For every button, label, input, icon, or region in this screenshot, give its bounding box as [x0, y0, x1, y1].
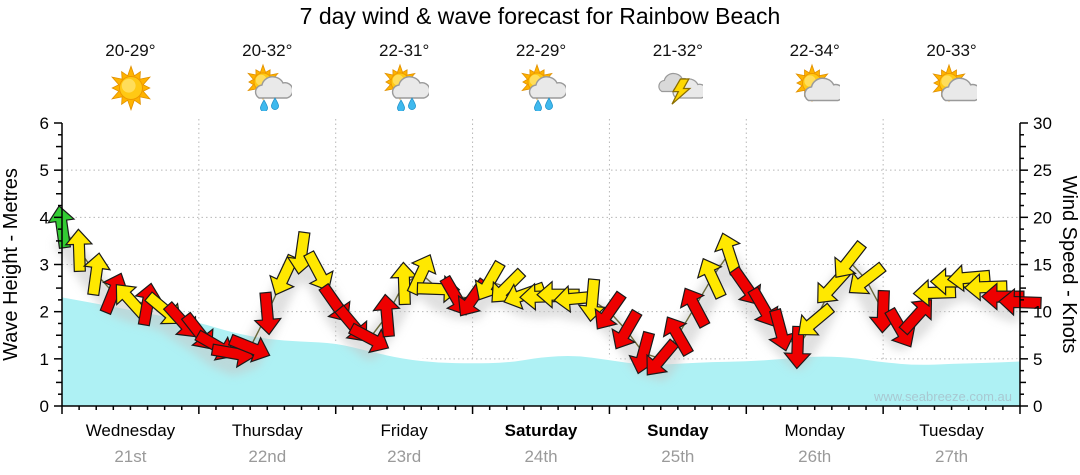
wind-arrow [747, 286, 779, 327]
wind-line-shadow [53, 231, 1024, 381]
storm-icon [658, 72, 703, 105]
day-forecast-wednesday: 20-29° [68, 41, 192, 111]
svg-text:2: 2 [40, 303, 49, 322]
day-forecast-monday: 22-34° [753, 41, 877, 111]
svg-text:20: 20 [1033, 208, 1052, 227]
day-forecast-sunday: 21-32° [616, 41, 740, 111]
sun-cloud-rain-icon [384, 63, 430, 111]
wind-arrow [898, 299, 933, 336]
wind-arrow [679, 287, 711, 329]
page-title: 7 day wind & wave forecast for Rainbow B… [299, 3, 781, 29]
day-label: Tuesday [919, 421, 984, 440]
date-label: 27th [935, 447, 968, 466]
temp-range: 22-34° [789, 41, 840, 60]
x-axis-day-labels: Wednesday 21st Thursday 22nd Friday 23rd Satur… [86, 421, 985, 466]
wind-arrow [834, 239, 868, 278]
wind-arrow [662, 316, 694, 358]
date-label: 24th [524, 447, 557, 466]
date-label: 23rd [387, 447, 421, 466]
date-label: 26th [798, 447, 831, 466]
right-axis-title: Wind Speed - Knots [1058, 176, 1080, 354]
date-label: 21st [114, 447, 146, 466]
day-label: Saturday [505, 421, 578, 440]
svg-text:0: 0 [1033, 397, 1042, 416]
axis-tick-labels: 0 1 2 3 4 5 6 0 5 10 15 20 25 30 [40, 114, 1052, 416]
wind-arrow [347, 322, 390, 354]
wind-arrow [253, 291, 283, 336]
day-forecast-tuesday: 20-33° [890, 41, 1014, 111]
wind-arrow [611, 308, 643, 350]
axes [54, 122, 1028, 414]
sunny-icon [111, 64, 152, 111]
wind-arrow [372, 293, 401, 338]
wind-arrow [946, 263, 991, 293]
temp-range: 20-32° [242, 41, 293, 60]
temp-range: 20-33° [926, 41, 977, 60]
svg-text:4: 4 [40, 208, 49, 227]
sun-cloud-rain-icon [521, 63, 566, 111]
day-label: Wednesday [86, 421, 176, 440]
svg-text:5: 5 [1033, 350, 1042, 369]
day-forecast-saturday: 22-29° [479, 41, 603, 111]
svg-text:10: 10 [1033, 303, 1052, 322]
wind-arrow [963, 272, 1008, 302]
wind-arrow [594, 290, 627, 330]
svg-text:6: 6 [40, 114, 49, 133]
wind-arrow [848, 261, 887, 295]
svg-text:1: 1 [40, 350, 49, 369]
svg-text:0: 0 [40, 397, 49, 416]
wind-arrow [269, 253, 300, 296]
wind-arrow [912, 278, 957, 308]
wind-arrow [303, 250, 334, 292]
temp-range: 22-31° [379, 41, 430, 60]
temp-range: 21-32° [652, 41, 703, 60]
svg-text:5: 5 [40, 161, 49, 180]
sun-cloud-icon [931, 63, 977, 103]
watermark: www.seabreeze.com.au [873, 389, 1012, 404]
daily-forecast-row: 20-29° 20-32° 22-31° 22-29° 21-32° 22-34°… [0, 0, 1080, 120]
temp-range: 22-29° [515, 41, 567, 60]
svg-text:25: 25 [1033, 161, 1052, 180]
sun-cloud-icon [795, 63, 840, 103]
svg-text:30: 30 [1033, 114, 1052, 133]
wind-arrow [82, 252, 112, 297]
svg-text:15: 15 [1033, 256, 1052, 275]
wind-arrow [227, 333, 271, 363]
wind-arrow [646, 338, 680, 376]
left-axis-title: Wave Height - Metres [0, 168, 22, 361]
wind-arrow [783, 325, 812, 370]
day-forecast-thursday: 20-32° [205, 41, 329, 111]
wind-arrow [64, 228, 94, 273]
wind-arrow [406, 254, 437, 297]
wind-arrow [797, 302, 836, 336]
wind-arrows [47, 205, 1042, 376]
day-label: Monday [784, 421, 845, 440]
sun-cloud-rain-icon [247, 63, 293, 111]
date-label: 22nd [248, 447, 286, 466]
svg-text:3: 3 [40, 256, 49, 275]
day-label: Friday [381, 421, 429, 440]
wave-height-area [61, 294, 1021, 406]
wind-arrow [696, 257, 727, 300]
temp-range: 20-29° [105, 41, 156, 60]
day-label: Sunday [647, 421, 709, 440]
day-forecast-friday: 22-31° [342, 41, 466, 111]
day-label: Thursday [232, 421, 303, 440]
date-label: 25th [661, 447, 694, 466]
